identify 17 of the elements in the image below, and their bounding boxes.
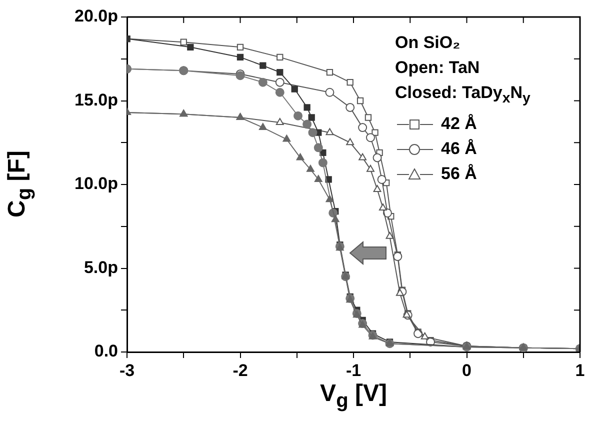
x-tick-label: -2 [232,360,248,380]
x-tick-label: 1 [575,360,585,380]
y-tick-label: 20.0p [74,6,118,26]
legend-label: 46 Å [441,138,477,160]
y-tick-label: 0.0 [94,342,118,361]
y-tick-label: 5.0p [84,258,118,277]
legend-label: 42 Å [441,113,477,136]
y-tick-label: 15.0p [74,90,118,110]
y-tick-label: 10.0p [74,174,118,194]
annotation: Open: TaN [395,57,481,79]
x-tick-label: -1 [346,360,362,380]
x-tick-label: -3 [119,360,135,380]
legend-label: 56 Å [441,163,477,186]
annotation: On SiO₂ [395,32,462,54]
x-axis-title: V$_{g}$ [V] [319,380,388,413]
annotation: Closed: TaDy$_{x}$N$_{y}$ [395,82,530,108]
x-tick-label: 0 [462,360,472,380]
